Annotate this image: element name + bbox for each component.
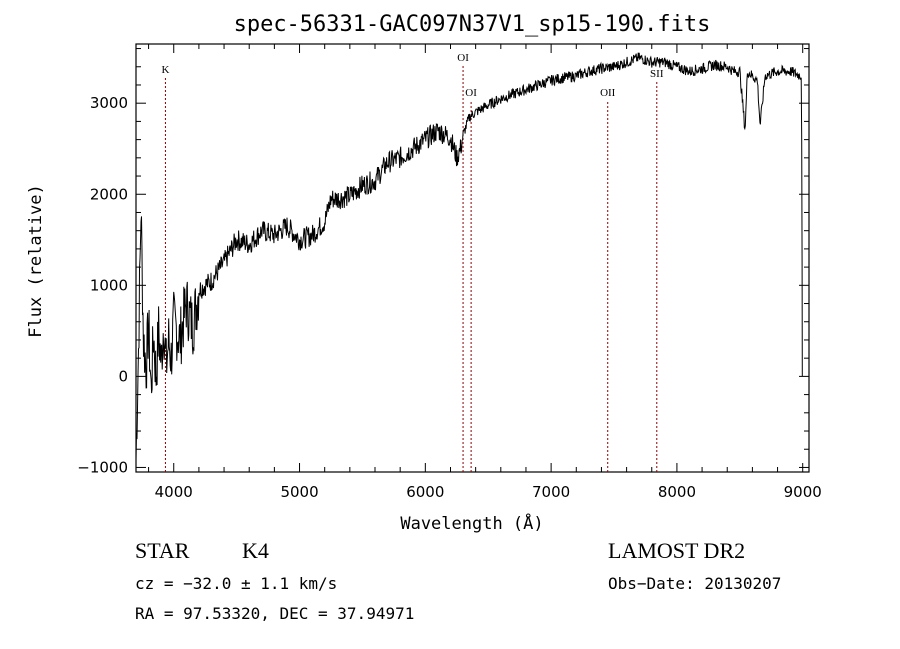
x-tick-label: 7000 xyxy=(532,483,570,501)
object-subclass: K4 xyxy=(242,538,269,563)
x-axis-label: Wavelength (Å) xyxy=(400,512,543,534)
y-axis-label: Flux (relative) xyxy=(26,184,46,338)
x-tick-label: 4000 xyxy=(155,483,193,501)
survey-label: LAMOST DR2 xyxy=(608,538,746,563)
x-tick-label: 9000 xyxy=(784,483,822,501)
line-marker-label: OI xyxy=(465,87,477,99)
obs-date: Obs−Date: 20130207 xyxy=(608,574,782,593)
object-class: STAR xyxy=(135,538,190,563)
y-axis: −1000 0 1000 2000 3000 xyxy=(77,48,809,476)
y-tick-label: 1000 xyxy=(90,276,128,294)
x-axis: 4000 5000 6000 7000 8000 9000 xyxy=(148,44,822,501)
x-tick-label: 6000 xyxy=(406,483,444,501)
redshift-cz: cz = −32.0 ± 1.1 km/s xyxy=(135,574,338,593)
line-marker-label: OII xyxy=(600,87,616,99)
y-tick-label: 3000 xyxy=(90,94,128,112)
line-marker-label: SII xyxy=(650,68,664,80)
y-tick-label: 0 xyxy=(118,367,128,385)
spectrum-line xyxy=(135,52,803,460)
x-tick-label: 8000 xyxy=(658,483,696,501)
line-marker-label: OI xyxy=(457,52,469,64)
y-tick-label: 2000 xyxy=(90,185,128,203)
chart-title: spec-56331-GAC097N37V1_sp15-190.fits xyxy=(234,12,711,37)
x-tick-label: 5000 xyxy=(280,483,318,501)
line-marker-label: K xyxy=(161,64,169,76)
coordinates: RA = 97.53320, DEC = 37.94971 xyxy=(135,604,415,623)
line-markers: K OI OI OII SII xyxy=(161,52,664,472)
plot-frame xyxy=(135,43,810,473)
y-tick-label: −1000 xyxy=(77,458,128,476)
